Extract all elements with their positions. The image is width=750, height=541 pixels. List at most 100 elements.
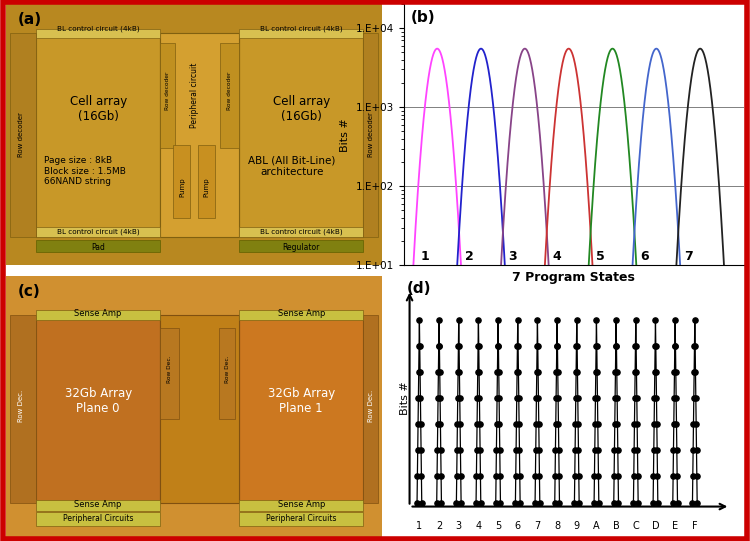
Point	[610, 342, 622, 351]
Bar	[239, 29, 363, 38]
Point	[687, 446, 699, 454]
Point	[414, 368, 426, 377]
Point	[629, 368, 641, 377]
Point	[473, 368, 485, 377]
Point	[689, 342, 701, 351]
Point	[688, 394, 700, 403]
Point	[686, 498, 698, 507]
Point	[692, 498, 703, 507]
Point	[474, 420, 486, 428]
Text: Sense Amp: Sense Amp	[74, 309, 122, 318]
Point	[569, 446, 581, 454]
Point	[529, 498, 541, 507]
Point	[553, 446, 565, 454]
Point	[414, 342, 426, 351]
Text: C: C	[632, 520, 639, 531]
Point	[470, 472, 482, 481]
Point	[629, 342, 641, 351]
Point	[630, 342, 642, 351]
Point	[413, 394, 424, 403]
Point	[513, 420, 525, 428]
Point	[632, 472, 644, 481]
Point	[454, 446, 466, 454]
Text: Row Dec.: Row Dec.	[368, 390, 374, 423]
Text: 32Gb Array
Plane 1: 32Gb Array Plane 1	[268, 387, 335, 415]
Bar	[10, 33, 36, 236]
Point	[532, 315, 544, 324]
Text: 32Gb Array
Plane 0: 32Gb Array Plane 0	[64, 387, 132, 415]
Point	[688, 420, 700, 428]
Point	[412, 446, 424, 454]
Text: 2: 2	[436, 520, 442, 531]
Point	[451, 446, 463, 454]
Point	[532, 368, 544, 377]
Point	[530, 446, 542, 454]
Point	[649, 394, 661, 403]
Point	[412, 420, 424, 428]
Point	[671, 498, 683, 507]
Point	[430, 498, 442, 507]
Point	[668, 446, 680, 454]
Text: 7: 7	[684, 250, 692, 263]
Text: 9: 9	[574, 520, 580, 531]
Point	[491, 368, 503, 377]
Point	[514, 446, 526, 454]
Text: Row Dec.: Row Dec.	[167, 356, 172, 384]
Point	[590, 342, 602, 351]
Point	[413, 315, 425, 324]
Point	[670, 368, 682, 377]
Point	[611, 394, 623, 403]
Point	[454, 420, 466, 428]
Point	[551, 342, 563, 351]
Text: Peripheral circuit: Peripheral circuit	[190, 63, 199, 128]
Text: (d): (d)	[407, 281, 431, 296]
Text: Peripheral Circuits: Peripheral Circuits	[63, 514, 134, 524]
Point	[668, 420, 680, 428]
Text: 4: 4	[552, 250, 561, 263]
Point	[628, 446, 640, 454]
Point	[413, 368, 424, 377]
Bar	[363, 315, 379, 503]
Point	[549, 498, 561, 507]
Point	[628, 498, 640, 507]
Point	[514, 498, 526, 507]
Point	[475, 472, 487, 481]
Point	[670, 420, 682, 428]
Point	[471, 420, 483, 428]
Point	[650, 315, 662, 324]
Point	[649, 368, 661, 377]
Point	[667, 472, 679, 481]
Bar	[36, 29, 160, 38]
Point	[688, 368, 700, 377]
Text: Row decoder: Row decoder	[368, 113, 374, 157]
Point	[571, 315, 583, 324]
Bar	[10, 315, 36, 503]
Point	[511, 368, 523, 377]
Point	[611, 420, 623, 428]
Point	[530, 420, 542, 428]
Point	[688, 342, 700, 351]
Point	[490, 420, 502, 428]
Point	[532, 394, 544, 403]
Point	[670, 342, 682, 351]
Point	[591, 368, 603, 377]
Point	[691, 472, 703, 481]
Point	[630, 315, 642, 324]
Text: Row Dec.: Row Dec.	[225, 356, 230, 384]
Point	[553, 420, 565, 428]
Point	[667, 498, 679, 507]
Text: ABL (All Bit-Line)
architecture: ABL (All Bit-Line) architecture	[248, 155, 335, 177]
Point	[434, 420, 446, 428]
Point	[493, 394, 505, 403]
Point	[631, 368, 643, 377]
Y-axis label: Bits #: Bits #	[340, 118, 350, 151]
Point	[609, 420, 621, 428]
Point	[490, 472, 502, 481]
Point	[435, 446, 447, 454]
Text: (b): (b)	[410, 10, 435, 24]
Point	[650, 394, 662, 403]
Text: Sense Amp: Sense Amp	[74, 500, 122, 509]
Text: Pad: Pad	[92, 242, 105, 252]
Text: 7: 7	[534, 520, 541, 531]
Text: Row decoder: Row decoder	[18, 113, 24, 157]
